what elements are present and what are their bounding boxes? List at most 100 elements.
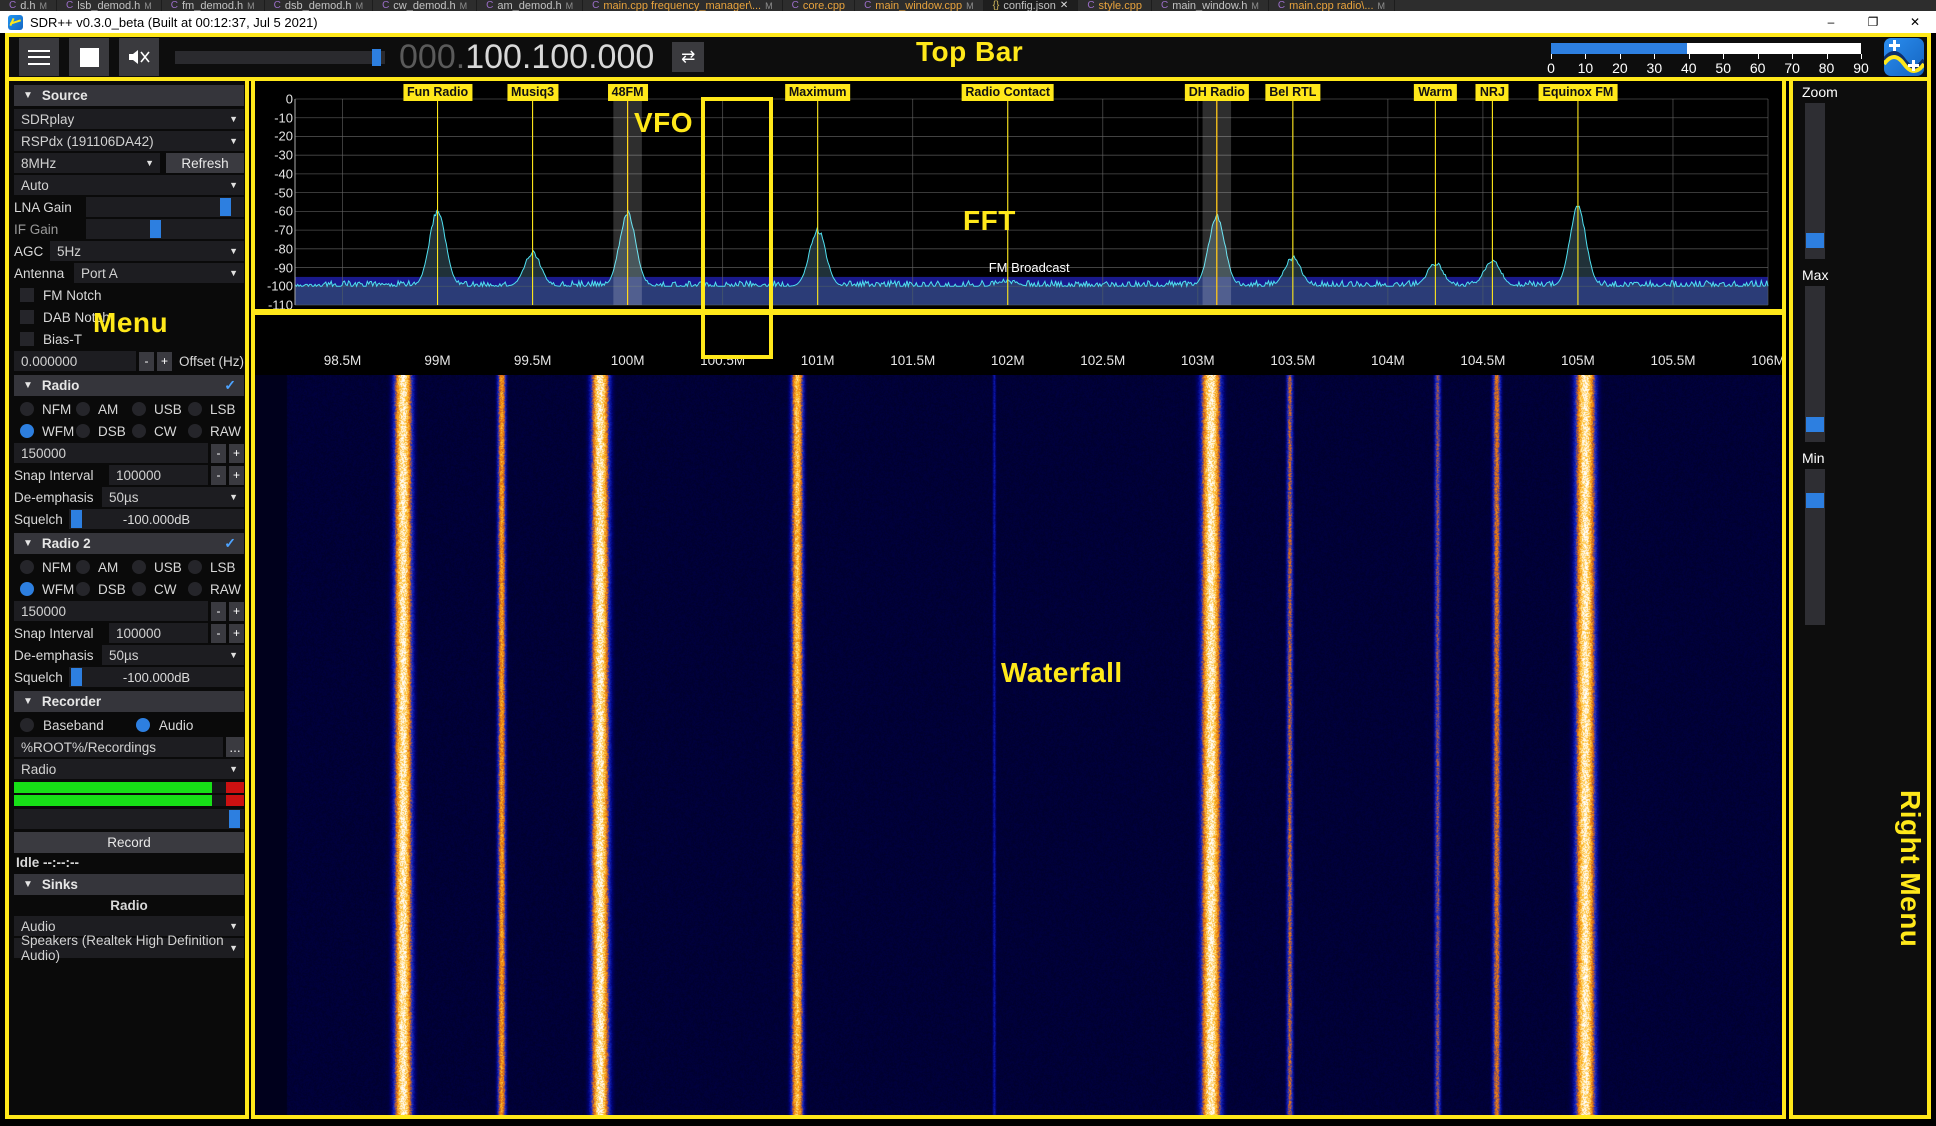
samplerate-combo[interactable]: 8MHz ▼ [14, 153, 160, 173]
fft-display[interactable]: Fun Radio Musiq3 48FM Maximum Radio Contact D… [255, 81, 1782, 309]
bookmark-label[interactable]: Maximum [784, 84, 851, 101]
section-header-sinks[interactable]: ▼ Sinks [14, 874, 244, 895]
radio2-mode-radio[interactable] [188, 582, 202, 596]
section-header-radio[interactable]: ▼ Radio ✓ [14, 375, 244, 396]
antenna-combo[interactable]: Port A ▼ [74, 263, 244, 283]
volume-slider-knob[interactable] [372, 48, 381, 66]
swap-button[interactable]: ⇄ [672, 42, 705, 72]
radio-mode-dsb[interactable]: DSB [76, 424, 132, 439]
zoom-slider-knob[interactable] [1806, 232, 1824, 248]
radio-mode-am[interactable]: AM [76, 402, 132, 417]
bookmark-label[interactable]: Bel RTL [1265, 84, 1321, 101]
snap-interval-input[interactable]: 100000 [109, 465, 208, 485]
section-header-radio2[interactable]: ▼ Radio 2 ✓ [14, 533, 244, 554]
right-menu-panel[interactable]: Zoom Max Min [1793, 81, 1927, 1119]
waterfall-canvas[interactable] [255, 375, 1782, 1117]
radio-mode-radio[interactable] [132, 402, 146, 416]
dab-notch-checkbox[interactable] [20, 310, 34, 324]
radio-mode-radio[interactable] [20, 402, 34, 416]
bandwidth-increment-button[interactable]: + [229, 443, 244, 463]
fft-scale-bar[interactable] [1551, 43, 1861, 54]
start-stop-button[interactable] [69, 38, 109, 76]
source-device-combo[interactable]: RSPdx (191106DA42) ▼ [14, 131, 244, 151]
bandwidth-decrement-button-2[interactable]: - [211, 601, 226, 621]
maximize-button[interactable]: ❐ [1867, 15, 1879, 29]
bandwidth-input[interactable]: 150000 [14, 443, 208, 463]
radio-mode-nfm[interactable]: NFM [20, 402, 76, 417]
mute-button[interactable] [119, 38, 159, 76]
squelch-slider-2[interactable]: -100.000dB [69, 667, 244, 687]
if-gain-slider[interactable] [86, 219, 244, 239]
sink-type-combo[interactable]: Audio ▼ [14, 916, 244, 936]
bandwidth-decrement-button[interactable]: - [211, 443, 226, 463]
gain-mode-combo[interactable]: Auto ▼ [14, 175, 244, 195]
recorder-path-input[interactable]: %ROOT%/Recordings [14, 737, 223, 757]
radio-mode-raw[interactable]: RAW [188, 424, 244, 439]
radio-enabled-check-icon[interactable]: ✓ [224, 377, 236, 393]
offset-input[interactable]: 0.000000 [14, 351, 136, 371]
radio-mode-cw[interactable]: CW [132, 424, 188, 439]
fft-scale-control[interactable]: 0 10 20 30 40 50 60 70 80 90 [1547, 38, 1869, 76]
squelch-knob-2[interactable] [71, 668, 82, 686]
radio-mode-usb[interactable]: USB [132, 402, 188, 417]
radio2-mode-cw[interactable]: CW [132, 582, 188, 597]
editor-tab[interactable]: {} config.json ✕ [983, 0, 1079, 11]
offset-decrement-button[interactable]: - [138, 351, 154, 371]
radio2-mode-radio[interactable] [76, 582, 90, 596]
radio2-mode-usb[interactable]: USB [132, 560, 188, 575]
radio2-mode-dsb[interactable]: DSB [76, 582, 132, 597]
deemphasis-combo-2[interactable]: 50µs ▼ [102, 645, 244, 665]
radio2-mode-radio[interactable] [132, 582, 146, 596]
frequency-display[interactable]: 000.100.100.000 [399, 38, 654, 77]
record-button[interactable]: Record [14, 832, 244, 853]
squelch-knob[interactable] [71, 510, 82, 528]
radio2-mode-wfm[interactable]: WFM [20, 582, 76, 597]
radio2-enabled-check-icon[interactable]: ✓ [224, 535, 236, 551]
max-slider[interactable] [1805, 286, 1825, 442]
section-header-recorder[interactable]: ▼ Recorder [14, 691, 244, 712]
bookmark-label[interactable]: 48FM [607, 84, 648, 101]
waterfall-display[interactable] [255, 375, 1782, 1117]
snap-increment-button[interactable]: + [229, 465, 244, 485]
radio2-mode-radio[interactable] [20, 582, 34, 596]
if-gain-knob[interactable] [149, 220, 161, 238]
refresh-button[interactable]: Refresh [166, 153, 244, 173]
radio-mode-radio[interactable] [132, 424, 146, 438]
bookmark-label[interactable]: Radio Contact [961, 84, 1055, 101]
fft-canvas[interactable] [255, 81, 1782, 309]
bookmark-label[interactable]: Fun Radio [402, 84, 473, 101]
snap-decrement-button-2[interactable]: - [211, 623, 226, 643]
recorder-audio-radio[interactable] [135, 718, 150, 732]
bias-t-checkbox[interactable] [20, 332, 34, 346]
sink-device-combo[interactable]: Speakers (Realtek High Definition Audio)… [14, 933, 244, 963]
radio2-mode-lsb[interactable]: LSB [188, 560, 244, 575]
fm-notch-checkbox[interactable] [20, 288, 34, 302]
close-button[interactable]: ✕ [1909, 15, 1921, 29]
minimize-button[interactable]: – [1827, 15, 1835, 29]
close-icon[interactable]: ✕ [1059, 0, 1069, 11]
radio2-mode-radio[interactable] [20, 560, 34, 574]
min-slider[interactable] [1805, 469, 1825, 625]
recorder-gain-slider[interactable] [14, 809, 244, 829]
lna-gain-slider[interactable] [86, 197, 244, 217]
bookmark-label[interactable]: DH Radio [1184, 84, 1249, 101]
snap-interval-input-2[interactable]: 100000 [109, 623, 208, 643]
bookmark-label[interactable]: Warm [1414, 84, 1457, 101]
deemphasis-combo[interactable]: 50µs ▼ [102, 487, 244, 507]
recorder-baseband-radio[interactable] [20, 718, 34, 732]
radio-mode-radio[interactable] [20, 424, 34, 438]
radio2-mode-raw[interactable]: RAW [188, 582, 244, 597]
radio-mode-lsb[interactable]: LSB [188, 402, 244, 417]
volume-slider[interactable] [175, 48, 385, 66]
